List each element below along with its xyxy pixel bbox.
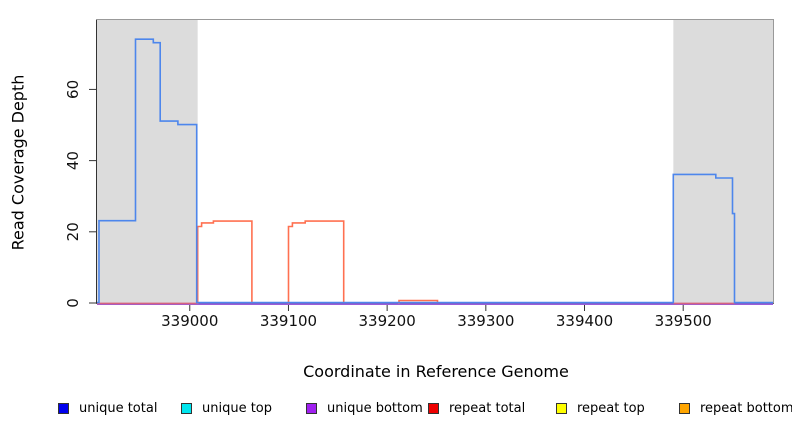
x-tick-label: 339000 (161, 312, 218, 330)
y-tick-label: 40 (64, 151, 82, 170)
legend-item-unique-top: unique top (181, 399, 272, 417)
x-tick-label: 339500 (655, 312, 712, 330)
legend-item-repeat-total: repeat total (428, 399, 525, 417)
y-axis-title: Read Coverage Depth (9, 63, 28, 263)
y-tick-label: 60 (64, 80, 82, 99)
legend-swatch-unique-top (181, 402, 192, 414)
legend-label-unique-top: unique top (202, 400, 273, 416)
legend-swatch-repeat-top (556, 402, 567, 414)
legend: unique total unique top unique bottom re… (0, 399, 792, 419)
shaded-repeat-region (97, 20, 198, 303)
x-tick-label: 339400 (556, 312, 613, 330)
legend-item-repeat-bottom: repeat bottom (679, 399, 792, 417)
x-tick-label: 339300 (457, 312, 514, 330)
legend-swatch-unique-bottom (306, 402, 317, 414)
x-axis-title-text: Coordinate in Reference Genome (303, 362, 569, 381)
legend-item-repeat-top: repeat top (556, 399, 645, 417)
y-axis-title-text: Read Coverage Depth (8, 74, 28, 251)
legend-label-repeat-total: repeat total (449, 400, 526, 416)
legend-label-unique-bottom: unique bottom (327, 400, 423, 416)
y-tick-label: 20 (64, 222, 82, 241)
legend-item-unique-total: unique total (58, 399, 157, 417)
legend-label-unique-total: unique total (79, 400, 158, 416)
legend-label-repeat-bottom: repeat bottom (700, 400, 792, 416)
x-tick-label: 339100 (260, 312, 317, 330)
series-line-unique-total (97, 38, 773, 304)
y-tick-label: 0 (64, 298, 82, 308)
legend-item-unique-bottom: unique bottom (306, 399, 423, 417)
legend-label-repeat-top: repeat top (577, 400, 645, 416)
shaded-repeat-region (673, 20, 773, 303)
x-axis-title: Coordinate in Reference Genome (0, 362, 792, 381)
legend-swatch-unique-total (58, 402, 69, 414)
x-tick-label: 339200 (359, 312, 416, 330)
legend-swatch-repeat-total (428, 402, 439, 414)
legend-swatch-repeat-bottom (679, 402, 690, 414)
series-line-repeat-bottom (196, 220, 439, 304)
